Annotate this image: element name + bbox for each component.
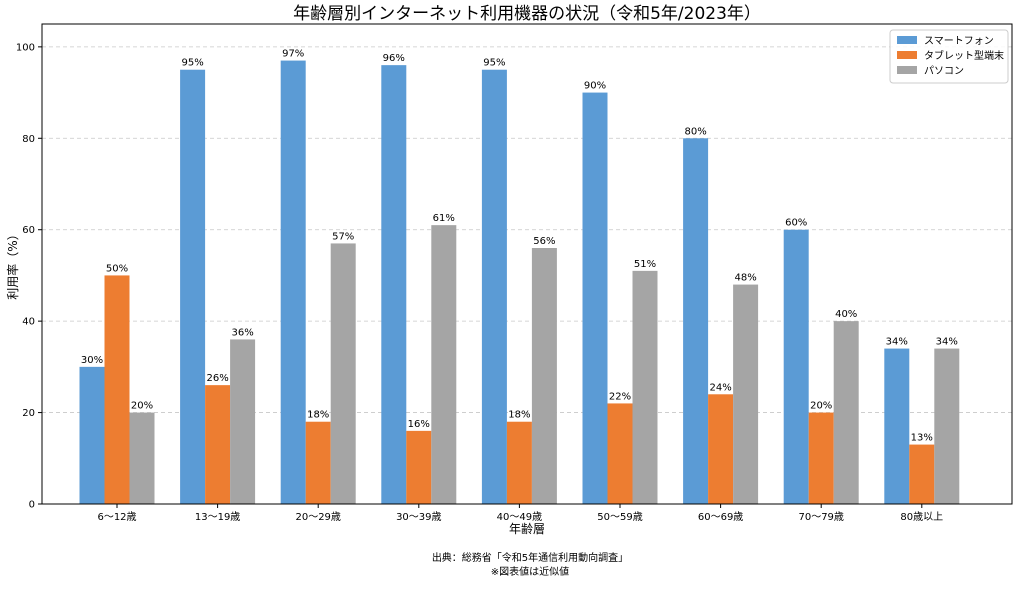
bar-value-label: 61% [433,213,455,224]
bar-value-label: 51% [634,259,656,270]
bar [884,348,910,504]
bar [104,275,130,504]
bar [330,243,356,504]
bar-value-label: 18% [307,410,329,421]
x-tick-label: 70〜79歳 [798,511,843,523]
bar [934,348,960,504]
y-tick-label: 20 [22,408,35,419]
bar [79,366,105,504]
y-tick-label: 60 [22,225,35,236]
bar-value-label: 16% [408,419,430,430]
bar [607,403,633,504]
legend-label: スマートフォン [924,36,994,47]
bar-value-label: 30% [81,355,103,366]
bar [180,69,206,504]
y-tick-label: 40 [22,317,35,328]
bar-value-label: 34% [886,337,908,348]
chart-title: 年齢層別インターネット利用機器の状況（令和5年/2023年） [293,4,761,24]
bar [406,430,432,504]
bar [733,284,759,504]
legend-swatch [897,66,917,74]
bar-value-label: 57% [332,231,354,242]
x-tick-label: 60〜69歳 [698,511,743,523]
bar [708,394,734,504]
bar-value-label: 20% [131,401,153,412]
bar-value-label: 34% [936,337,958,348]
legend-label: パソコン [924,65,964,77]
bar-value-label: 95% [181,58,203,69]
x-tick-label: 6〜12歳 [97,511,136,523]
bar [129,412,155,504]
bar [783,229,809,504]
bar-value-label: 97% [282,49,304,60]
bar [280,60,306,504]
bar-value-label: 36% [231,327,253,338]
bar-value-label: 96% [383,53,405,64]
axis-ticks: 0 20 40 60 80 100 6〜12歳 13〜19歳 20〜29歳 30〜39歳 40〜49… [16,42,943,523]
x-tick-label: 40〜49歳 [497,511,542,523]
bar-value-label: 90% [584,81,606,92]
bar [683,138,709,505]
y-axis-title: 利用率（%） [5,228,20,299]
bar [230,339,256,504]
bar-value-label: 20% [810,401,832,412]
bar-value-label: 95% [483,58,505,69]
x-axis-title: 年齢層 [509,521,545,536]
bar [381,65,407,505]
x-tick-label: 20〜29歳 [295,511,340,523]
bar [431,225,457,504]
bar-value-label: 13% [911,433,933,444]
source-line-1: 出典：総務省「令和5年通信利用動向調査」 [432,551,628,564]
bar-value-label: 60% [785,218,807,229]
legend-swatch [897,36,917,44]
legend-label: タブレット型端末 [924,49,1004,62]
y-tick-label: 100 [16,42,35,53]
bar-value-label: 48% [734,273,756,284]
bars [79,60,960,505]
bar [205,385,231,504]
y-tick-label: 0 [29,500,35,511]
bar [506,421,532,504]
bar-value-label: 24% [709,382,731,393]
x-tick-label: 80歳以上 [900,511,943,523]
x-tick-label: 50〜59歳 [597,511,642,523]
x-tick-label: 30〜39歳 [396,511,441,523]
bar-value-label: 40% [835,309,857,320]
bar [481,69,507,504]
bar-value-label: 50% [106,263,128,274]
bar [909,444,935,504]
bar [531,248,557,504]
legend-swatch [897,51,917,59]
bar-value-label: 80% [684,126,706,137]
bar-value-label: 22% [609,391,631,402]
source-line-2: ※図表値は近似値 [491,565,569,578]
bar [632,270,658,504]
bar-value-label: 18% [508,410,530,421]
legend-box [889,29,1009,84]
bar [833,321,859,504]
plot-frame [41,23,1013,505]
bar [582,92,608,505]
y-tick-label: 80 [22,134,35,145]
bar-value-label: 56% [533,236,555,247]
bar-value-label: 26% [206,373,228,384]
x-tick-label: 13〜19歳 [195,511,240,523]
data-labels: 30% 50% 20% 95% 26% 36% 97% 18% 57% 96% 16% 61% 95% 1… [81,49,958,444]
bar [305,421,331,504]
bar [808,412,834,504]
